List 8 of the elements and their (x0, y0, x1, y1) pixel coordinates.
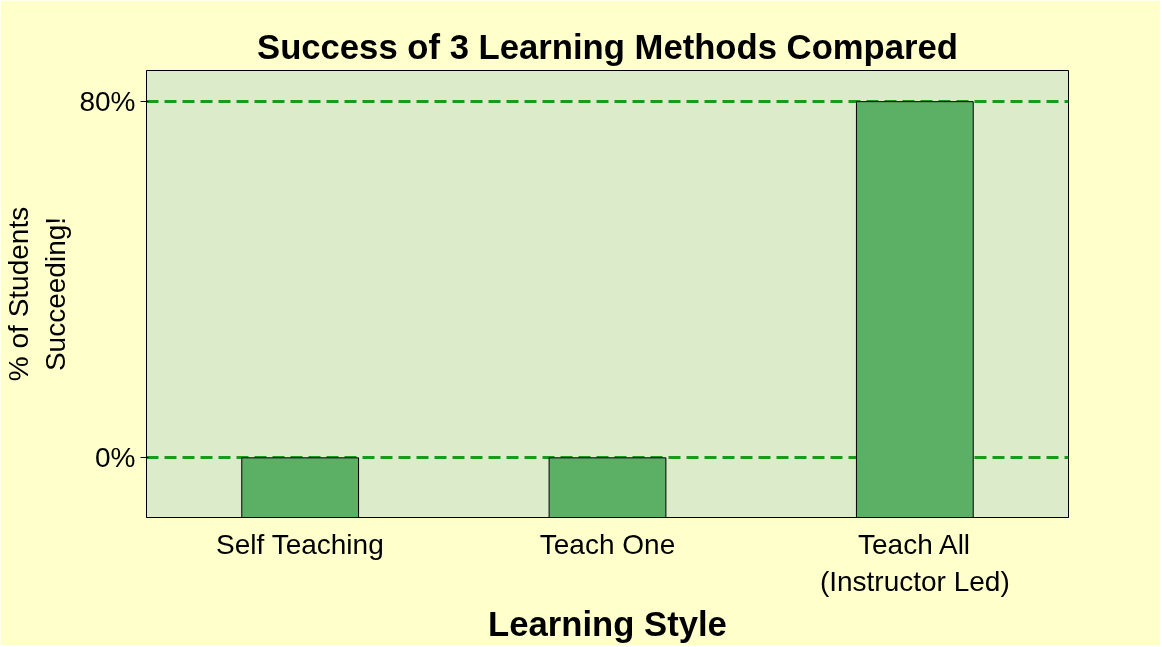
x-axis-title: Learning Style (488, 604, 727, 643)
y-tick-label: 0% (95, 442, 136, 474)
chart-title: Success of 3 Learning Methods Compared (257, 27, 958, 66)
x-tick-label: Self Teaching (216, 528, 384, 560)
x-tick-label: Teach One (539, 528, 676, 560)
y-tick-label: 80% (79, 86, 136, 118)
y-axis-title: % of Students Succeeding! (3, 206, 72, 382)
x-tick-label: Teach All (Instructor Led) (819, 528, 1010, 597)
